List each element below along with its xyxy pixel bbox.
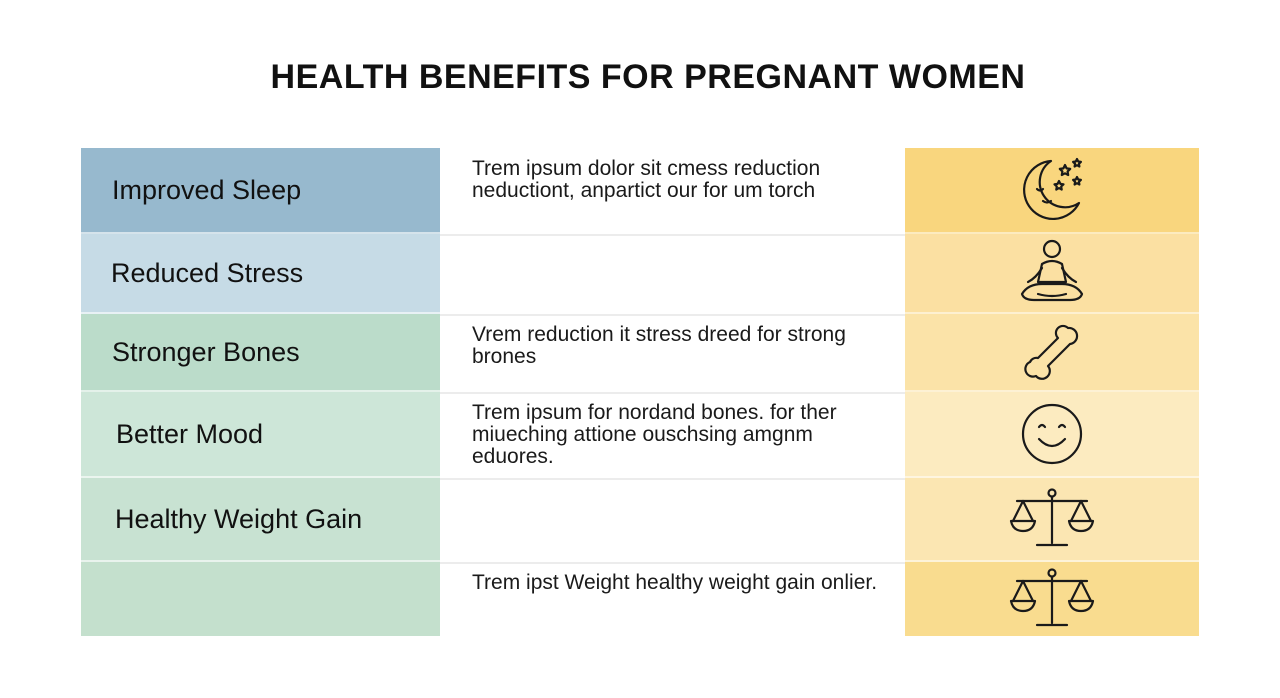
- table-row: Better Mood Trem ipsum for nordand bones…: [81, 392, 1199, 480]
- benefit-description: Trem ipst Weight healthy weight gain onl…: [472, 571, 878, 594]
- benefit-label-cell: Reduced Stress: [81, 234, 440, 314]
- table-row: Improved Sleep Trem ipsum dolor sit cmes…: [81, 148, 1199, 236]
- benefit-label-cell: Stronger Bones: [81, 314, 440, 392]
- table-row: Stronger Bones Vrem reduction it stress …: [81, 314, 1199, 394]
- benefit-icon-cell: [905, 562, 1199, 636]
- benefit-label-cell: Better Mood: [81, 392, 440, 478]
- benefit-icon-cell: [905, 478, 1199, 562]
- table-row: Healthy Weight Gain: [81, 478, 1199, 564]
- smiley-face-icon: [1021, 403, 1083, 465]
- benefit-label: Reduced Stress: [111, 257, 304, 288]
- benefit-label-cell: Healthy Weight Gain: [81, 478, 440, 562]
- benefit-label: Healthy Weight Gain: [115, 503, 363, 534]
- balance-scale-icon: [1009, 568, 1095, 627]
- benefit-icon-cell: [905, 314, 1199, 392]
- benefit-icon-cell: [905, 392, 1199, 478]
- bone-icon: [1024, 324, 1079, 380]
- benefit-label-cell: Improved Sleep: [81, 148, 440, 234]
- benefit-icon-cell: [905, 234, 1199, 314]
- benefit-label: Improved Sleep: [112, 174, 302, 205]
- meditation-icon: [1020, 239, 1084, 302]
- moon-stars-icon: [1023, 157, 1082, 221]
- benefit-label: Stronger Bones: [112, 336, 300, 367]
- benefit-description: [472, 478, 892, 562]
- benefits-table: Improved Sleep Trem ipsum dolor sit cmes…: [81, 148, 1199, 636]
- benefit-description: Trem ipsum for nordand bones. for ther m…: [472, 401, 837, 468]
- page-title: HEALTH BENEFITS FOR PREGNANT WOMEN: [270, 58, 1026, 96]
- table-row: Reduced Stress: [81, 234, 1199, 316]
- benefit-description: Vrem reduction it stress dreed for stron…: [472, 323, 846, 368]
- benefit-icon-cell: [905, 148, 1199, 234]
- benefit-description: Trem ipsum dolor sit cmess reduction ned…: [472, 157, 821, 202]
- balance-scale-icon: [1009, 488, 1095, 547]
- benefit-label-cell: [81, 562, 440, 636]
- table-row: Trem ipst Weight healthy weight gain onl…: [81, 562, 1199, 636]
- benefit-description: [472, 234, 892, 314]
- benefit-label: Better Mood: [116, 418, 264, 449]
